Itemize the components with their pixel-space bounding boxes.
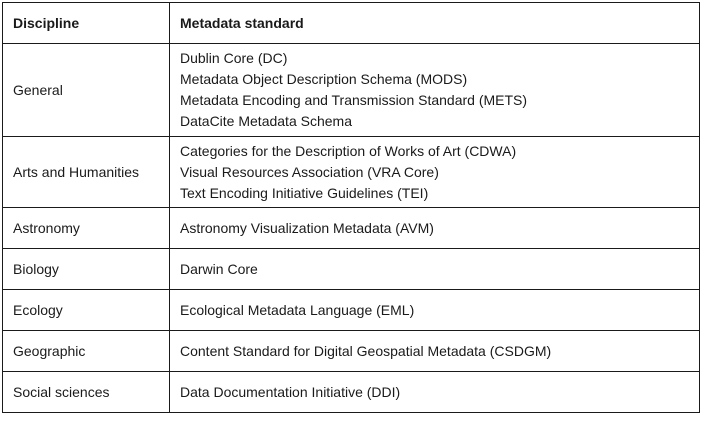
- table-row: Ecology Ecological Metadata Language (EM…: [2, 289, 700, 331]
- discipline-cell: Social sciences: [2, 371, 170, 413]
- header-discipline: Discipline: [2, 2, 170, 44]
- table-row: Social sciences Data Documentation Initi…: [2, 371, 700, 413]
- standards-cell: Astronomy Visualization Metadata (AVM): [169, 207, 700, 249]
- standard-item: Data Documentation Initiative (DDI): [180, 383, 401, 400]
- standards-cell: Dublin Core (DC) Metadata Object Descrip…: [169, 43, 700, 137]
- table-row: Arts and Humanities Categories for the D…: [2, 136, 700, 208]
- discipline-cell: Biology: [2, 248, 170, 290]
- standards-cell: Ecological Metadata Language (EML): [169, 289, 700, 331]
- standard-item: Darwin Core: [180, 260, 258, 277]
- table-row: Geographic Content Standard for Digital …: [2, 330, 700, 372]
- table-row: Biology Darwin Core: [2, 248, 700, 290]
- standard-item: Visual Resources Association (VRA Core): [180, 163, 439, 180]
- standards-cell: Darwin Core: [169, 248, 700, 290]
- discipline-cell: Ecology: [2, 289, 170, 331]
- standards-cell: Categories for the Description of Works …: [169, 136, 700, 208]
- discipline-cell: Geographic: [2, 330, 170, 372]
- standard-item: Ecological Metadata Language (EML): [180, 301, 415, 318]
- table-row: General Dublin Core (DC) Metadata Object…: [2, 43, 700, 137]
- standard-item: Categories for the Description of Works …: [180, 142, 517, 159]
- metadata-standards-table: Discipline Metadata standard General Dub…: [2, 2, 700, 413]
- header-metadata-standard: Metadata standard: [169, 2, 700, 44]
- standard-item: Metadata Encoding and Transmission Stand…: [180, 92, 528, 108]
- standard-item: Astronomy Visualization Metadata (AVM): [180, 219, 434, 236]
- discipline-cell: General: [2, 43, 170, 137]
- standards-cell: Data Documentation Initiative (DDI): [169, 371, 700, 413]
- table-row: Astronomy Astronomy Visualization Metada…: [2, 207, 700, 249]
- standard-item: Metadata Object Description Schema (MODS…: [180, 71, 468, 87]
- standard-item: Dublin Core (DC): [180, 50, 288, 66]
- standard-item: Text Encoding Initiative Guidelines (TEI…: [180, 184, 429, 201]
- standard-item: DataCite Metadata Schema: [180, 113, 352, 129]
- header-row: Discipline Metadata standard: [2, 2, 700, 44]
- standard-item: Content Standard for Digital Geospatial …: [180, 342, 552, 359]
- discipline-cell: Astronomy: [2, 207, 170, 249]
- discipline-cell: Arts and Humanities: [2, 136, 170, 208]
- standards-cell: Content Standard for Digital Geospatial …: [169, 330, 700, 372]
